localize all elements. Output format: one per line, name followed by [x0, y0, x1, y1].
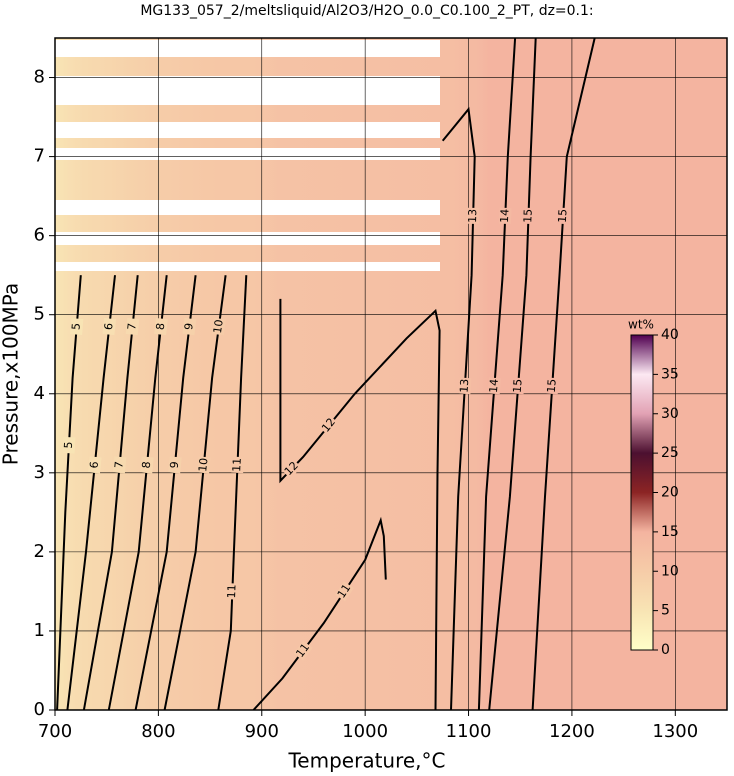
- contour-label: 13: [458, 378, 472, 393]
- y-tick-label: 4: [34, 383, 45, 404]
- contour-label-bg: [458, 377, 472, 395]
- contour-label-bg: [522, 207, 535, 225]
- contour-label-bg: [335, 581, 354, 602]
- contour-label: 11: [225, 584, 239, 598]
- colorbar-tick-label: 35: [661, 366, 679, 382]
- colorbar-tick-label: 5: [661, 603, 670, 619]
- x-tick-label: 1200: [549, 721, 595, 742]
- contour-label: 11: [335, 582, 354, 601]
- contour-label-bg: [182, 317, 197, 336]
- chart-title: MG133_057_2/meltsliquid/Al2O3/H2O_0.0_C0…: [140, 3, 593, 19]
- y-tick-label: 3: [34, 462, 45, 483]
- contour-label-bg: [88, 456, 102, 474]
- x-tick-label: 1000: [342, 721, 388, 742]
- colorbar-axis: 0 5 10 15 20 25 30 35 40: [653, 327, 679, 658]
- contour-label-bg: [112, 456, 127, 474]
- y-tick-label: 6: [34, 225, 45, 246]
- contour-label: 15: [556, 208, 570, 223]
- contour-line: [477, 38, 517, 710]
- contour-label: 5: [62, 441, 75, 449]
- x-tick-label: 900: [245, 721, 279, 742]
- contour-label: 10: [196, 457, 210, 472]
- contour-label-bg: [197, 456, 211, 474]
- contour-label: 7: [125, 322, 139, 330]
- colorbar: [630, 334, 654, 651]
- contour-label: 5: [69, 323, 83, 331]
- contour-label: 9: [182, 322, 196, 331]
- y-tick-label: 0: [34, 699, 45, 720]
- colorbar-tick-label: 40: [661, 327, 679, 343]
- y-tick-label: 2: [34, 541, 45, 562]
- colorbar-tick-label: 15: [661, 524, 679, 540]
- contour-label: 15: [511, 378, 525, 393]
- colorbar-label: wt%: [628, 318, 654, 332]
- y-tick-label: 8: [34, 67, 45, 88]
- colorbar-tick-label: 30: [661, 406, 679, 422]
- contour-label: 13: [466, 209, 479, 223]
- contour-label: 11: [230, 458, 244, 473]
- contour-label-bg: [466, 207, 480, 225]
- masked-band: [55, 76, 440, 105]
- contour-line: [531, 38, 596, 710]
- colorbar-tick-label: 10: [661, 563, 679, 579]
- contour-line: [488, 38, 537, 710]
- contour-label: 8: [154, 322, 168, 330]
- contour-label-bg: [140, 456, 154, 474]
- contour-label-bg: [154, 317, 168, 336]
- contour-label: 14: [498, 209, 512, 224]
- contour-label-bg: [319, 415, 339, 436]
- contour-label: 9: [168, 461, 182, 469]
- axes: 700 800 900 1000 1100 1200 1300 0 1 2 3 4 5 6 7 8: [34, 67, 699, 742]
- contour-label-bg: [498, 207, 512, 225]
- contour-label: 14: [487, 378, 501, 393]
- masked-band: [55, 262, 440, 271]
- contour-label: 8: [140, 461, 154, 469]
- contour-label-bg: [281, 458, 302, 479]
- masked-band: [55, 148, 440, 160]
- contour-label-bg: [125, 318, 140, 336]
- y-tick-label: 7: [34, 146, 45, 167]
- colorbar-tick-label: 0: [661, 642, 670, 658]
- contour-label-bg: [231, 456, 244, 474]
- x-tick-label: 800: [141, 721, 175, 742]
- plot-frame: [54, 37, 728, 711]
- contour-label-bg: [211, 317, 226, 336]
- contour-line: [217, 275, 248, 710]
- contour-label-bg: [62, 436, 76, 454]
- masked-band: [55, 40, 440, 57]
- contour-label-bg: [487, 377, 501, 395]
- y-tick-label: 1: [34, 620, 45, 641]
- contour-label-bg: [556, 207, 570, 225]
- contour-line: [252, 516, 387, 710]
- colorbar-tick-label: 25: [661, 445, 679, 461]
- masked-bands: [55, 40, 440, 271]
- y-axis-label: Pressure,x100MPa: [0, 283, 23, 465]
- masked-band: [55, 232, 440, 245]
- contour-label: 6: [87, 461, 101, 469]
- contour-label-bg: [511, 377, 525, 395]
- contour-label: 15: [545, 378, 559, 393]
- contour-label: 15: [521, 209, 534, 223]
- contour-label-bg: [168, 456, 182, 474]
- x-tick-label: 700: [38, 721, 72, 742]
- contour-label-bg: [225, 583, 239, 600]
- x-tick-label: 1100: [446, 721, 492, 742]
- contour-label-bg: [293, 640, 313, 661]
- y-tick-label: 5: [34, 304, 45, 325]
- contour-label: 6: [102, 322, 116, 330]
- x-axis-label: Temperature,°C: [287, 749, 445, 773]
- masked-band: [55, 122, 440, 138]
- contour-label-bg: [545, 377, 559, 395]
- masked-band: [55, 200, 440, 215]
- contour-label-bg: [70, 318, 84, 336]
- contour-label: 10: [211, 319, 226, 335]
- contour-label: 7: [112, 461, 126, 469]
- x-tick-label: 1300: [652, 721, 698, 742]
- colorbar-tick-label: 20: [661, 485, 679, 501]
- contour-label-bg: [102, 317, 117, 336]
